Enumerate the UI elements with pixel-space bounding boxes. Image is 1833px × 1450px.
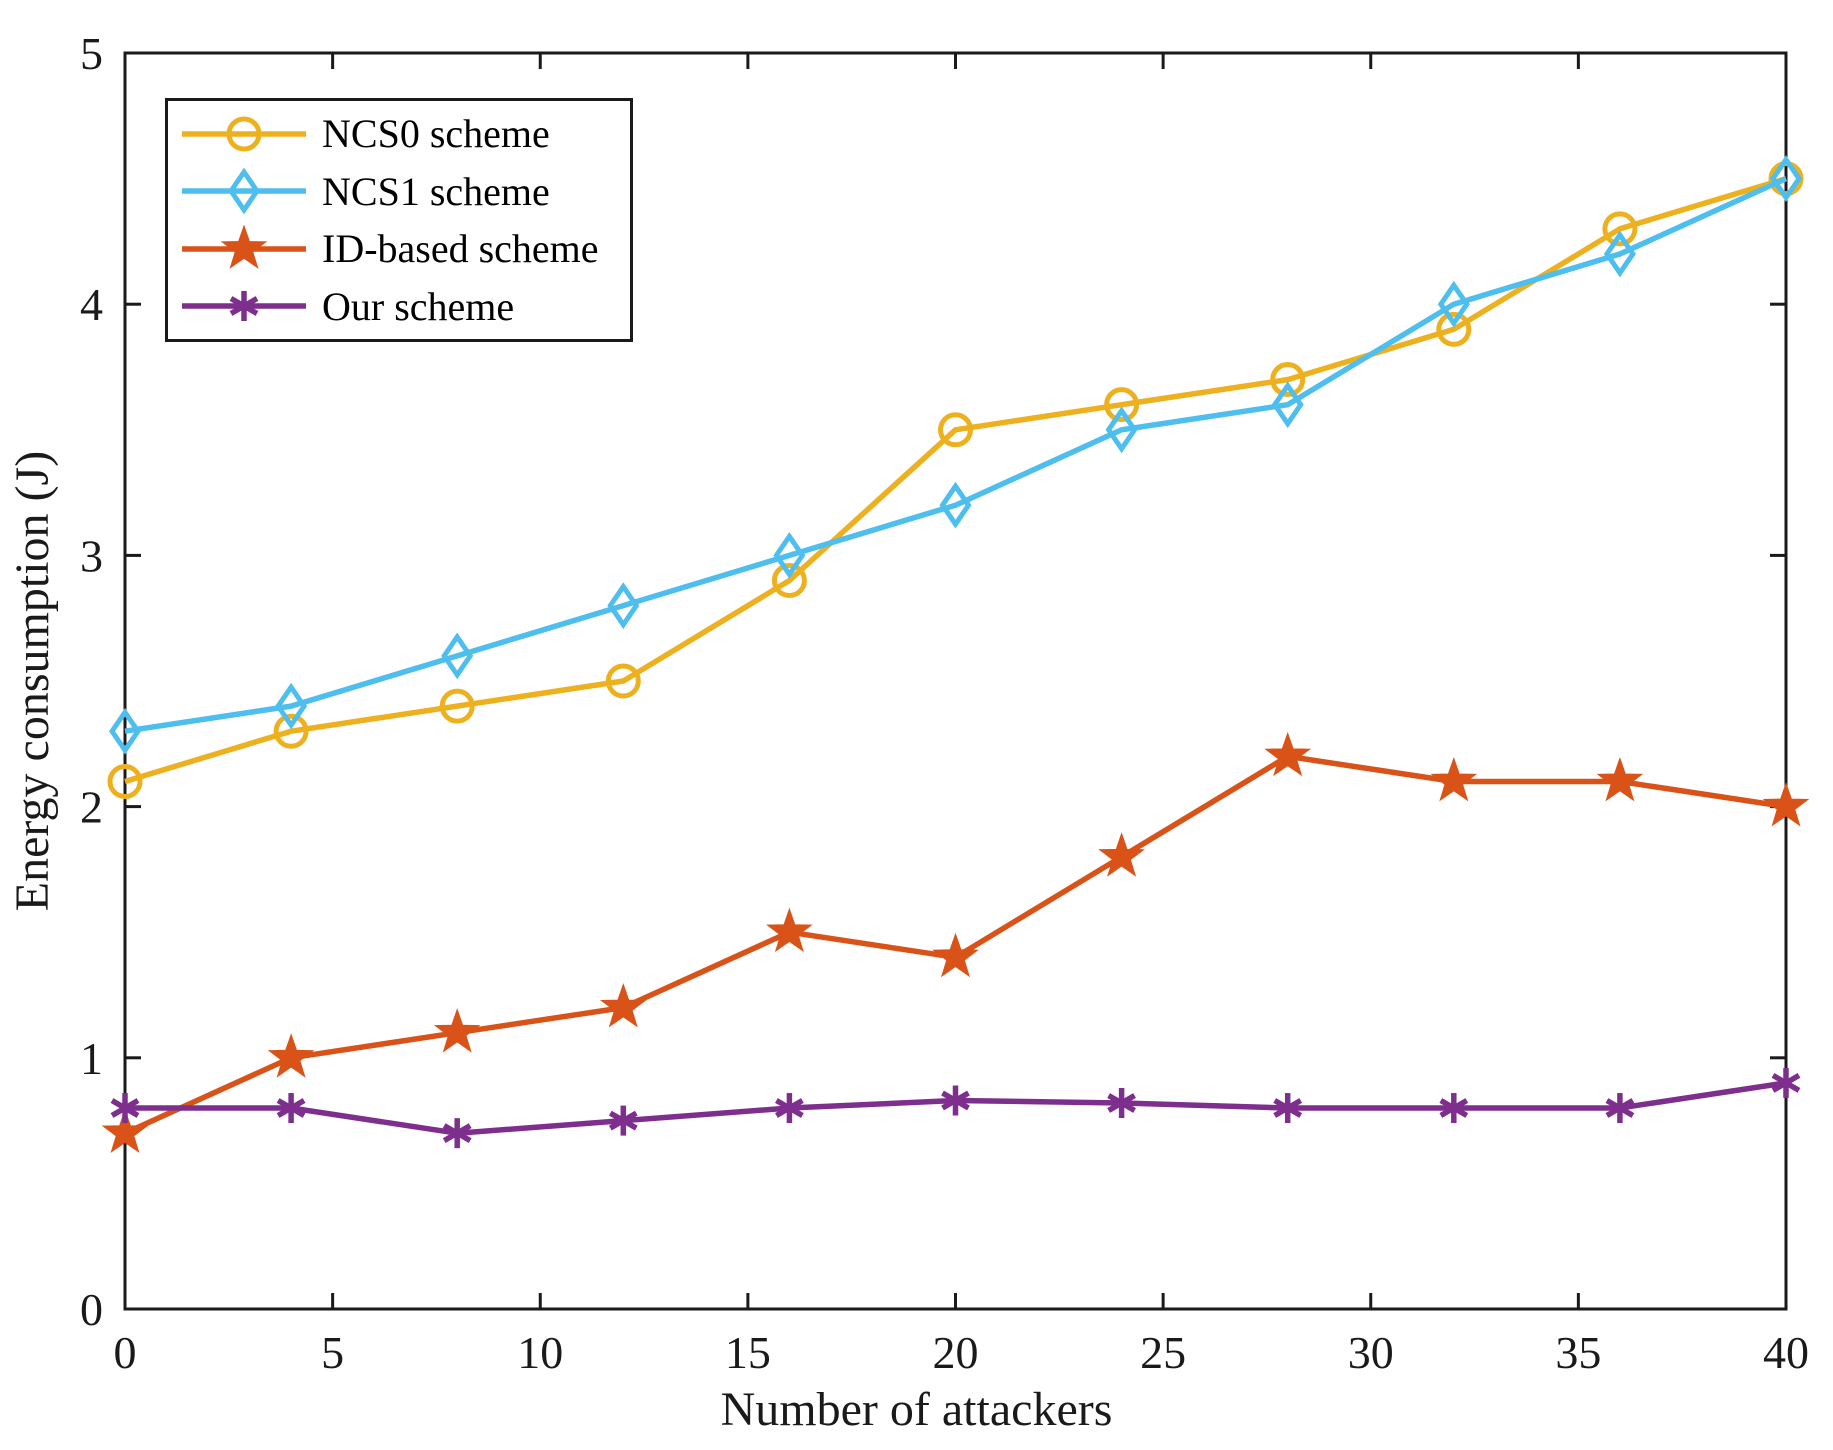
legend-sample-circle-icon [182, 116, 306, 152]
star-marker [267, 1033, 315, 1078]
diamond-marker [939, 481, 972, 529]
star-marker [433, 1008, 481, 1053]
legend-sample-asterisk-icon [182, 291, 306, 322]
legend-label: ID-based scheme [322, 226, 599, 272]
circle-marker [226, 116, 262, 152]
asterisk-marker-arm [110, 1098, 140, 1118]
asterisk-marker-arm [229, 296, 259, 317]
diamond-marker [1603, 230, 1636, 278]
star-marker [1762, 782, 1810, 827]
legend-sample-star-icon [182, 224, 306, 269]
y-ticks: 0 1 2 3 4 5 [80, 28, 1786, 1335]
series-ncs0-scheme [107, 161, 1804, 799]
circle-marker [273, 713, 309, 749]
star-marker [1430, 756, 1478, 802]
y-tick-label: 2 [80, 782, 103, 833]
legend-item: NCS0 scheme [168, 106, 630, 162]
circle-marker [771, 563, 807, 599]
series-ncs1-scheme [108, 155, 1803, 755]
asterisk-marker-arm [1771, 1073, 1801, 1093]
asterisk-marker-arm [1605, 1098, 1635, 1118]
x-tick-label: 35 [1555, 1327, 1601, 1378]
series-line [124, 176, 1788, 734]
circle-marker [605, 663, 641, 699]
y-tick-label: 3 [80, 530, 103, 581]
diamond-marker [108, 707, 142, 755]
diamond-marker [227, 167, 261, 215]
diamond-marker [773, 531, 806, 579]
asterisk-marker-arm [276, 1098, 306, 1118]
circle-marker [1270, 362, 1306, 398]
circle-marker [1436, 311, 1472, 347]
star-marker [1098, 832, 1145, 877]
circle-marker [1602, 211, 1638, 247]
y-tick-label: 1 [80, 1033, 103, 1084]
x-tick-label: 0 [114, 1327, 137, 1378]
legend-sample-diamond-icon [182, 167, 306, 215]
diamond-marker [1105, 406, 1138, 454]
y-tick-label: 4 [80, 279, 103, 330]
asterisk-marker-arm [1439, 1098, 1469, 1118]
x-tick-label: 15 [725, 1327, 771, 1378]
diamond-marker [275, 682, 308, 730]
x-tick-label: 5 [321, 1327, 344, 1378]
asterisk-marker-arm [775, 1098, 804, 1118]
circle-marker [938, 412, 973, 448]
x-tick-label: 40 [1763, 1327, 1809, 1378]
legend-item: ID-based scheme [168, 221, 630, 277]
legend-item: NCS1 scheme [168, 163, 630, 219]
asterisk-marker-arm [1107, 1093, 1136, 1113]
circle-marker [1104, 387, 1140, 423]
y-tick-label: 5 [80, 28, 103, 79]
asterisk-marker-arm [442, 1123, 472, 1144]
circle-marker [439, 688, 475, 724]
diamond-marker [607, 582, 640, 630]
star-marker [1596, 756, 1644, 802]
y-axis-label: Energy consumption (J) [6, 450, 59, 912]
diamond-marker [441, 632, 474, 680]
legend-label: NCS0 scheme [322, 111, 550, 157]
diamond-marker [1271, 381, 1304, 429]
x-tick-label: 25 [1140, 1327, 1186, 1378]
series-line [124, 175, 1787, 785]
legend-item: Our scheme [168, 278, 630, 334]
x-ticks: 0 5 10 15 20 25 30 35 40 [114, 53, 1809, 1378]
series-id-based-scheme [101, 731, 1810, 1153]
star-marker [599, 983, 647, 1028]
circle-marker [107, 763, 143, 799]
y-tick-label: 0 [80, 1284, 103, 1335]
x-tick-label: 30 [1348, 1327, 1394, 1378]
series-our-scheme [110, 1067, 1801, 1149]
asterisk-marker-arm [941, 1090, 970, 1111]
star-marker [1264, 731, 1312, 777]
asterisk-marker-arm [608, 1110, 638, 1131]
x-tick-label: 20 [933, 1327, 979, 1378]
diamond-marker [1437, 280, 1470, 328]
x-axis-label: Number of attackers [720, 1383, 1113, 1436]
star-marker [932, 932, 979, 978]
diamond-marker [1769, 155, 1803, 203]
star-marker [766, 907, 813, 953]
legend-label: NCS1 scheme [322, 168, 550, 214]
legend-label: Our scheme [322, 283, 515, 329]
asterisk-marker-arm [1273, 1098, 1303, 1118]
x-tick-label: 10 [517, 1327, 563, 1378]
legend: NCS0 scheme NCS1 scheme ID-based scheme Our… [165, 98, 633, 342]
star-marker [101, 1108, 149, 1153]
star-marker [220, 224, 268, 269]
